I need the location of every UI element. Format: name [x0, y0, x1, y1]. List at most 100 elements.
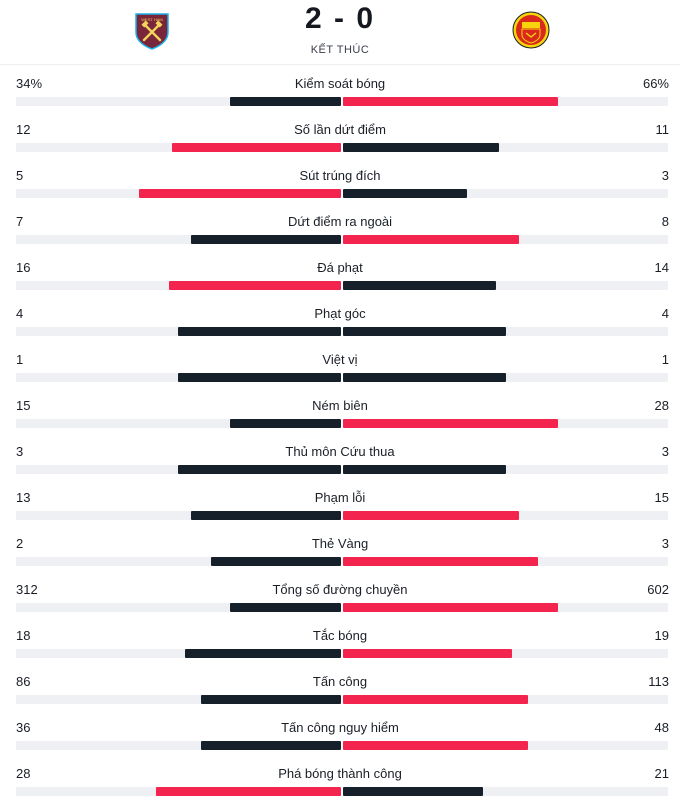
home-stat-bar [191, 235, 341, 244]
away-stat-bar [343, 511, 519, 520]
stat-row: 2 Thẻ Vàng 3 [0, 536, 680, 582]
away-stat-bar-track [343, 511, 668, 520]
home-stat-bar-track [16, 695, 341, 704]
away-stat-bar-track [343, 649, 668, 658]
away-stat-bar-track [343, 603, 668, 612]
home-stat-bar-track [16, 511, 341, 520]
away-stat-value: 602 [647, 582, 669, 597]
home-stat-value: 2 [16, 536, 24, 551]
away-stat-bar-track [343, 189, 668, 198]
away-stat-value: 28 [654, 398, 669, 413]
stat-row: 3 Thủ môn Cứu thua 3 [0, 444, 680, 490]
stat-label: Phạt góc [314, 306, 366, 321]
away-stat-bar [343, 189, 467, 198]
home-stat-bar-track [16, 189, 341, 198]
stat-row: 86 Tấn công 113 [0, 674, 680, 720]
away-stat-bar-track [343, 327, 668, 336]
stat-row: 13 Phạm lỗi 15 [0, 490, 680, 536]
home-stat-value: 1 [16, 352, 24, 367]
away-stat-bar-track [343, 787, 668, 796]
home-stat-bar-track [16, 235, 341, 244]
stat-label: Tấn công [312, 674, 368, 689]
away-stat-bar-track [343, 143, 668, 152]
away-stat-bar-track [343, 557, 668, 566]
away-stat-value: 66% [642, 76, 669, 91]
stat-label: Thủ môn Cứu thua [285, 444, 395, 459]
away-stat-value: 4 [661, 306, 669, 321]
home-stat-value: 5 [16, 168, 24, 183]
stat-label: Ném biên [312, 398, 368, 413]
home-stat-bar-track [16, 603, 341, 612]
home-stat-bar [201, 741, 341, 750]
home-stat-bar-track [16, 281, 341, 290]
away-stat-value: 3 [661, 536, 669, 551]
manchester-united-crest-icon[interactable] [511, 10, 551, 50]
home-stat-bar-track [16, 143, 341, 152]
away-stat-value: 19 [654, 628, 669, 643]
west-ham-crest-icon[interactable]: WEST HAM [132, 10, 172, 50]
away-stat-bar [343, 327, 506, 336]
home-stat-bar-track [16, 741, 341, 750]
stat-row: 34% Kiểm soát bóng 66% [0, 76, 680, 122]
home-stat-value: 15 [16, 398, 31, 413]
away-stat-value: 1 [661, 352, 669, 367]
home-stat-bar [230, 97, 341, 106]
away-stat-bar-track [343, 419, 668, 428]
home-stat-bar [211, 557, 341, 566]
away-stat-bar-track [343, 465, 668, 474]
stat-row: 1 Việt vị 1 [0, 352, 680, 398]
away-stat-bar [343, 695, 528, 704]
away-stat-bar [343, 281, 496, 290]
away-stat-bar [343, 419, 558, 428]
home-stat-bar-track [16, 465, 341, 474]
stat-row: 4 Phạt góc 4 [0, 306, 680, 352]
home-stat-value: 16 [16, 260, 31, 275]
stat-row: 15 Ném biên 28 [0, 398, 680, 444]
away-stat-value: 14 [654, 260, 669, 275]
stat-row: 12 Số lần dứt điểm 11 [0, 122, 680, 168]
stat-label: Việt vị [322, 352, 358, 367]
home-stat-value: 86 [16, 674, 31, 689]
away-stat-value: 48 [654, 720, 669, 735]
away-stat-bar [343, 235, 519, 244]
away-stat-value: 113 [648, 674, 669, 689]
home-stat-value: 7 [16, 214, 24, 229]
away-stat-bar [343, 143, 499, 152]
away-stat-bar-track [343, 695, 668, 704]
home-stat-bar [185, 649, 341, 658]
away-stat-value: 15 [654, 490, 669, 505]
stat-label: Số lần dứt điểm [294, 122, 386, 137]
home-stat-value: 34% [16, 76, 43, 91]
stat-row: 7 Dứt điểm ra ngoài 8 [0, 214, 680, 260]
home-stat-bar [169, 281, 341, 290]
stat-label: Phạm lỗi [314, 490, 366, 505]
away-stat-bar [343, 603, 558, 612]
home-stat-bar [156, 787, 341, 796]
stat-label: Phá bóng thành công [278, 766, 402, 781]
home-stat-value: 312 [16, 582, 38, 597]
stat-row: 36 Tấn công nguy hiểm 48 [0, 720, 680, 766]
home-stat-bar [139, 189, 341, 198]
away-stat-bar [343, 373, 506, 382]
away-stat-bar [343, 787, 483, 796]
away-stat-bar-track [343, 281, 668, 290]
stat-label: Sút trúng đích [299, 168, 381, 183]
home-stat-bar-track [16, 373, 341, 382]
home-stat-bar [201, 695, 341, 704]
stat-label: Tổng số đường chuyền [272, 582, 408, 597]
stat-row: 312 Tổng số đường chuyền 602 [0, 582, 680, 628]
away-stat-value: 3 [661, 168, 669, 183]
home-stat-bar-track [16, 649, 341, 658]
away-stat-value: 11 [655, 122, 670, 137]
home-stat-bar [178, 373, 341, 382]
away-stat-bar-track [343, 235, 668, 244]
home-stat-bar [178, 465, 341, 474]
home-stat-bar [230, 603, 341, 612]
header-divider [0, 64, 680, 65]
home-stat-value: 12 [16, 122, 31, 137]
home-stat-value: 18 [16, 628, 31, 643]
stat-row: 18 Tắc bóng 19 [0, 628, 680, 674]
match-header: WEST HAM 2 - 0 KẾT THÚC [0, 0, 680, 64]
stat-row: 16 Đá phạt 14 [0, 260, 680, 306]
away-stat-bar [343, 465, 506, 474]
